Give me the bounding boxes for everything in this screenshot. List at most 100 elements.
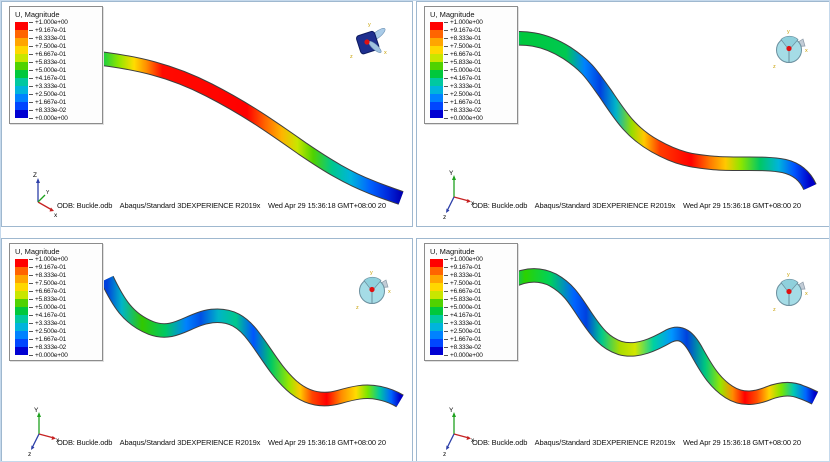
viewport-annotation: ODB: Buckle.odb Abaqus/Standard 3DEXPERI… [472,419,801,461]
legend-tick-label: +8.333e-01 [443,272,482,279]
legend-color-band [430,102,443,110]
legend-color-band [430,299,443,307]
legend-color-band [15,283,28,291]
legend-tick-label: +5.833e-01 [443,59,482,66]
legend-tick-label: +5.000e-01 [28,67,67,74]
svg-text:z: z [773,307,776,313]
legend-color-band [15,339,28,347]
legend-tick-label: +3.333e-01 [443,320,482,327]
legend-color-band [430,86,443,94]
legend-title: U, Magnitude [430,247,475,256]
legend-tick-label: +7.500e-01 [443,43,482,50]
legend-color-band [430,78,443,86]
legend-color-band [15,275,28,283]
viewport-mode-2[interactable]: U, Magnitude +1.000e+00 +9.167e-01 +8.333e… [416,1,829,227]
view-orientation-triad-icon: Z x Y [33,172,58,219]
legend-tick-label: +1.667e-01 [443,99,482,106]
viewport-mode-3[interactable]: U, Magnitude +1.000e+00 +9.167e-01 +8.333e… [1,238,413,461]
legend-tick-label: +6.667e-01 [28,51,67,58]
legend-color-band [430,339,443,347]
legend-color-bands [15,259,28,355]
legend-tick-label: +9.167e-01 [28,264,67,271]
legend-tick-label: +6.667e-01 [443,288,482,295]
navigation-compass-icon[interactable]: y x z [348,20,392,64]
legend-tick-label: +4.167e-01 [28,312,67,319]
legend-tick-label: +9.167e-01 [443,27,482,34]
legend-tick-label: +7.500e-01 [28,280,67,287]
legend-tick-label: +8.333e-02 [443,344,482,351]
legend-color-band [430,275,443,283]
legend-tick-label: +0.000e+00 [444,352,483,359]
legend-tick-label: +8.333e-01 [443,35,482,42]
svg-text:Y: Y [34,407,39,414]
deformed-beam-contour [506,268,819,405]
odb-title-line: ODB: Buckle.odb Abaqus/Standard 3DEXPERI… [57,438,386,448]
legend-tick-label: +4.167e-01 [28,75,67,82]
legend-color-band [15,22,28,30]
navigation-compass-icon[interactable]: y x z [352,267,396,311]
legend-tick-label: +2.500e-01 [28,91,67,98]
navigation-compass-icon[interactable]: y x z [769,26,813,70]
svg-text:y: y [787,29,790,35]
legend-color-band [430,70,443,78]
svg-text:Y: Y [449,407,454,414]
legend-tick-label: +6.667e-01 [443,51,482,58]
legend-color-band [15,38,28,46]
legend-color-band [430,110,443,118]
deformed-beam-contour [86,49,404,205]
viewport-mode-4[interactable]: U, Magnitude +1.000e+00 +9.167e-01 +8.333e… [416,238,829,461]
legend-tick-label: +8.333e-02 [443,107,482,114]
legend-color-band [430,259,443,267]
legend-tick-label: +8.333e-02 [28,107,67,114]
legend-color-band [15,86,28,94]
legend-color-band [15,315,28,323]
legend-tick-label: +7.500e-01 [28,43,67,50]
legend-tick-label: +5.833e-01 [28,296,67,303]
svg-text:z: z [443,214,446,220]
legend-color-band [15,299,28,307]
legend-tick-label: +7.500e-01 [443,280,482,287]
legend-scale: +1.000e+00 +9.167e-01 +8.333e-01 +7.500e-01… [429,256,515,359]
legend-tick-label: +9.167e-01 [443,264,482,271]
svg-text:z: z [356,305,359,311]
legend-tick-label: +3.333e-01 [28,320,67,327]
legend-color-band [430,46,443,54]
legend-tick-label: +1.667e-01 [443,336,482,343]
legend-tick-label: +2.500e-01 [443,91,482,98]
legend-color-band [430,62,443,70]
svg-text:x: x [471,437,475,444]
legend-color-band [430,291,443,299]
svg-text:z: z [773,64,776,70]
svg-text:y: y [368,22,371,28]
legend-tick-label: +5.833e-01 [443,296,482,303]
legend-color-band [430,323,443,331]
legend-color-band [15,307,28,315]
viewport-annotation: ODB: Buckle.odb Abaqus/Standard 3DEXPERI… [57,182,386,226]
legend-title: U, Magnitude [15,247,60,256]
legend-color-band [430,30,443,38]
legend-color-band [430,38,443,46]
legend-color-band [15,110,28,118]
legend-tick-label: +8.333e-01 [28,272,67,279]
legend-tick-label: +5.833e-01 [28,59,67,66]
svg-text:x: x [805,291,808,297]
svg-text:x: x [805,48,808,54]
contour-legend: U, Magnitude +1.000e+00 +9.167e-01 +8.333e… [424,243,518,361]
navigation-compass-icon[interactable]: y x z [769,269,813,313]
legend-title: U, Magnitude [430,10,475,19]
svg-text:x: x [384,50,387,56]
legend-tick-label: +6.667e-01 [28,288,67,295]
legend-tick-label: +8.333e-01 [28,35,67,42]
legend-tick-label: +0.000e+00 [29,115,68,122]
contour-legend: U, Magnitude +1.000e+00 +9.167e-01 +8.333e… [9,6,103,124]
legend-color-band [15,94,28,102]
legend-title: U, Magnitude [15,10,60,19]
legend-tick-label: +1.667e-01 [28,99,67,106]
viewport-annotation: ODB: Buckle.odb Abaqus/Standard 3DEXPERI… [472,182,801,226]
viewport-mode-1[interactable]: U, Magnitude +1.000e+00 +9.167e-01 +8.333e… [1,1,413,227]
legend-color-band [15,267,28,275]
svg-text:Z: Z [33,172,37,179]
legend-color-band [430,22,443,30]
legend-color-band [430,331,443,339]
legend-tick-label: +0.000e+00 [29,352,68,359]
